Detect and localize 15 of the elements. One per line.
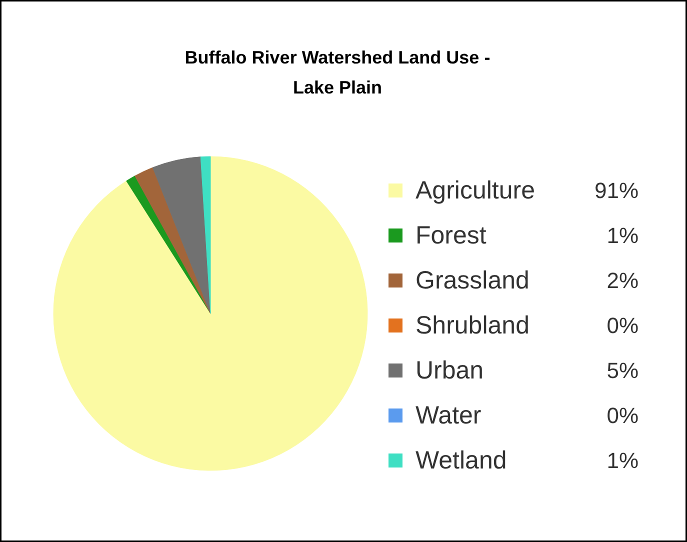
legend-label: Agriculture [416, 176, 535, 204]
data-label: 1% [606, 223, 638, 248]
text: 0% [606, 313, 638, 338]
legend-label: Shrubland [416, 312, 530, 340]
data-label: 2% [606, 268, 638, 293]
data-label: 5% [606, 358, 638, 383]
legend-label: Forest [416, 222, 486, 250]
data-label: 1% [606, 448, 638, 473]
legend-label: Wetland [416, 446, 507, 474]
chart-title: Buffalo River Watershed Land Use - Lake Plain [184, 48, 490, 98]
data-label: 91% [594, 178, 639, 203]
legend-label: Grassland [416, 266, 530, 294]
legend-label: Water [416, 402, 482, 430]
legend-label: Urban [416, 356, 484, 384]
text: 0% [606, 403, 638, 428]
